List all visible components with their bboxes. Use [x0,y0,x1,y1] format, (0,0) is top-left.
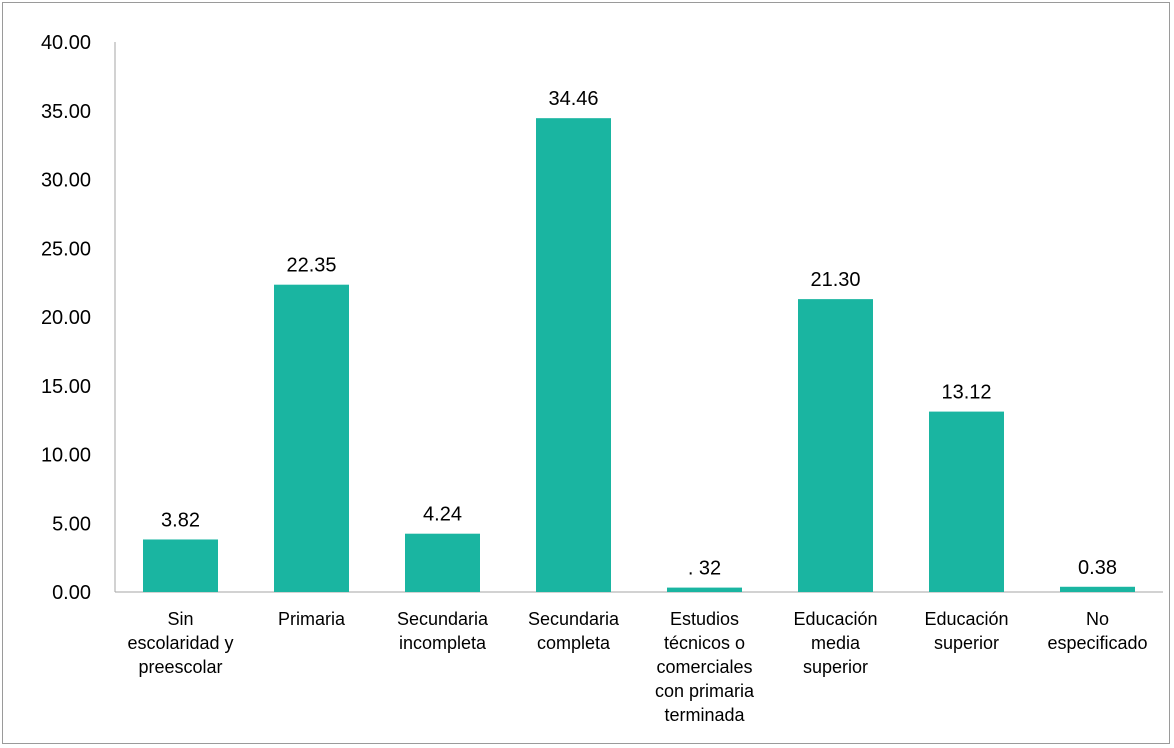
data-label: 0.38 [1078,557,1117,579]
data-label: 3.82 [161,509,200,531]
category-label: Educación media superior [793,609,877,677]
data-label: . 32 [688,558,721,580]
bar [143,539,218,592]
bar [405,533,480,592]
y-tick-label: 25.00 [41,238,91,260]
data-label: 21.30 [810,269,860,291]
data-label: 22.35 [286,255,336,277]
y-tick-label: 35.00 [41,101,91,123]
bar [1060,586,1135,592]
category-label: Secundaria completa [528,609,620,653]
category-label: Estudios técnicos o comerciales con primari… [655,609,755,725]
category-label: Secundaria incompleta [397,609,489,653]
y-tick-label: 10.00 [41,445,91,467]
category-label: No especificado [1047,609,1147,653]
y-tick-label: 30.00 [41,170,91,192]
y-tick-label: 40.00 [41,32,91,54]
bar [667,587,742,592]
bar [274,284,349,592]
category-label: Educación superior [924,609,1008,653]
y-tick-label: 15.00 [41,376,91,398]
y-tick-label: 5.00 [52,513,91,535]
data-label: 13.12 [941,382,991,404]
bar-chart: 0.00 5.00 10.00 15.00 20.00 25.00 30.00 35.00 40… [41,32,1163,725]
y-tick-label: 0.00 [52,582,91,604]
category-label: Sin escolaridad y preescolar [127,609,233,677]
bar [929,411,1004,592]
data-label: 4.24 [423,504,462,526]
bar [536,118,611,593]
data-label: 34.46 [548,88,598,110]
y-tick-label: 20.00 [41,307,91,329]
bar [798,299,873,592]
category-label: Primaria [278,609,346,629]
